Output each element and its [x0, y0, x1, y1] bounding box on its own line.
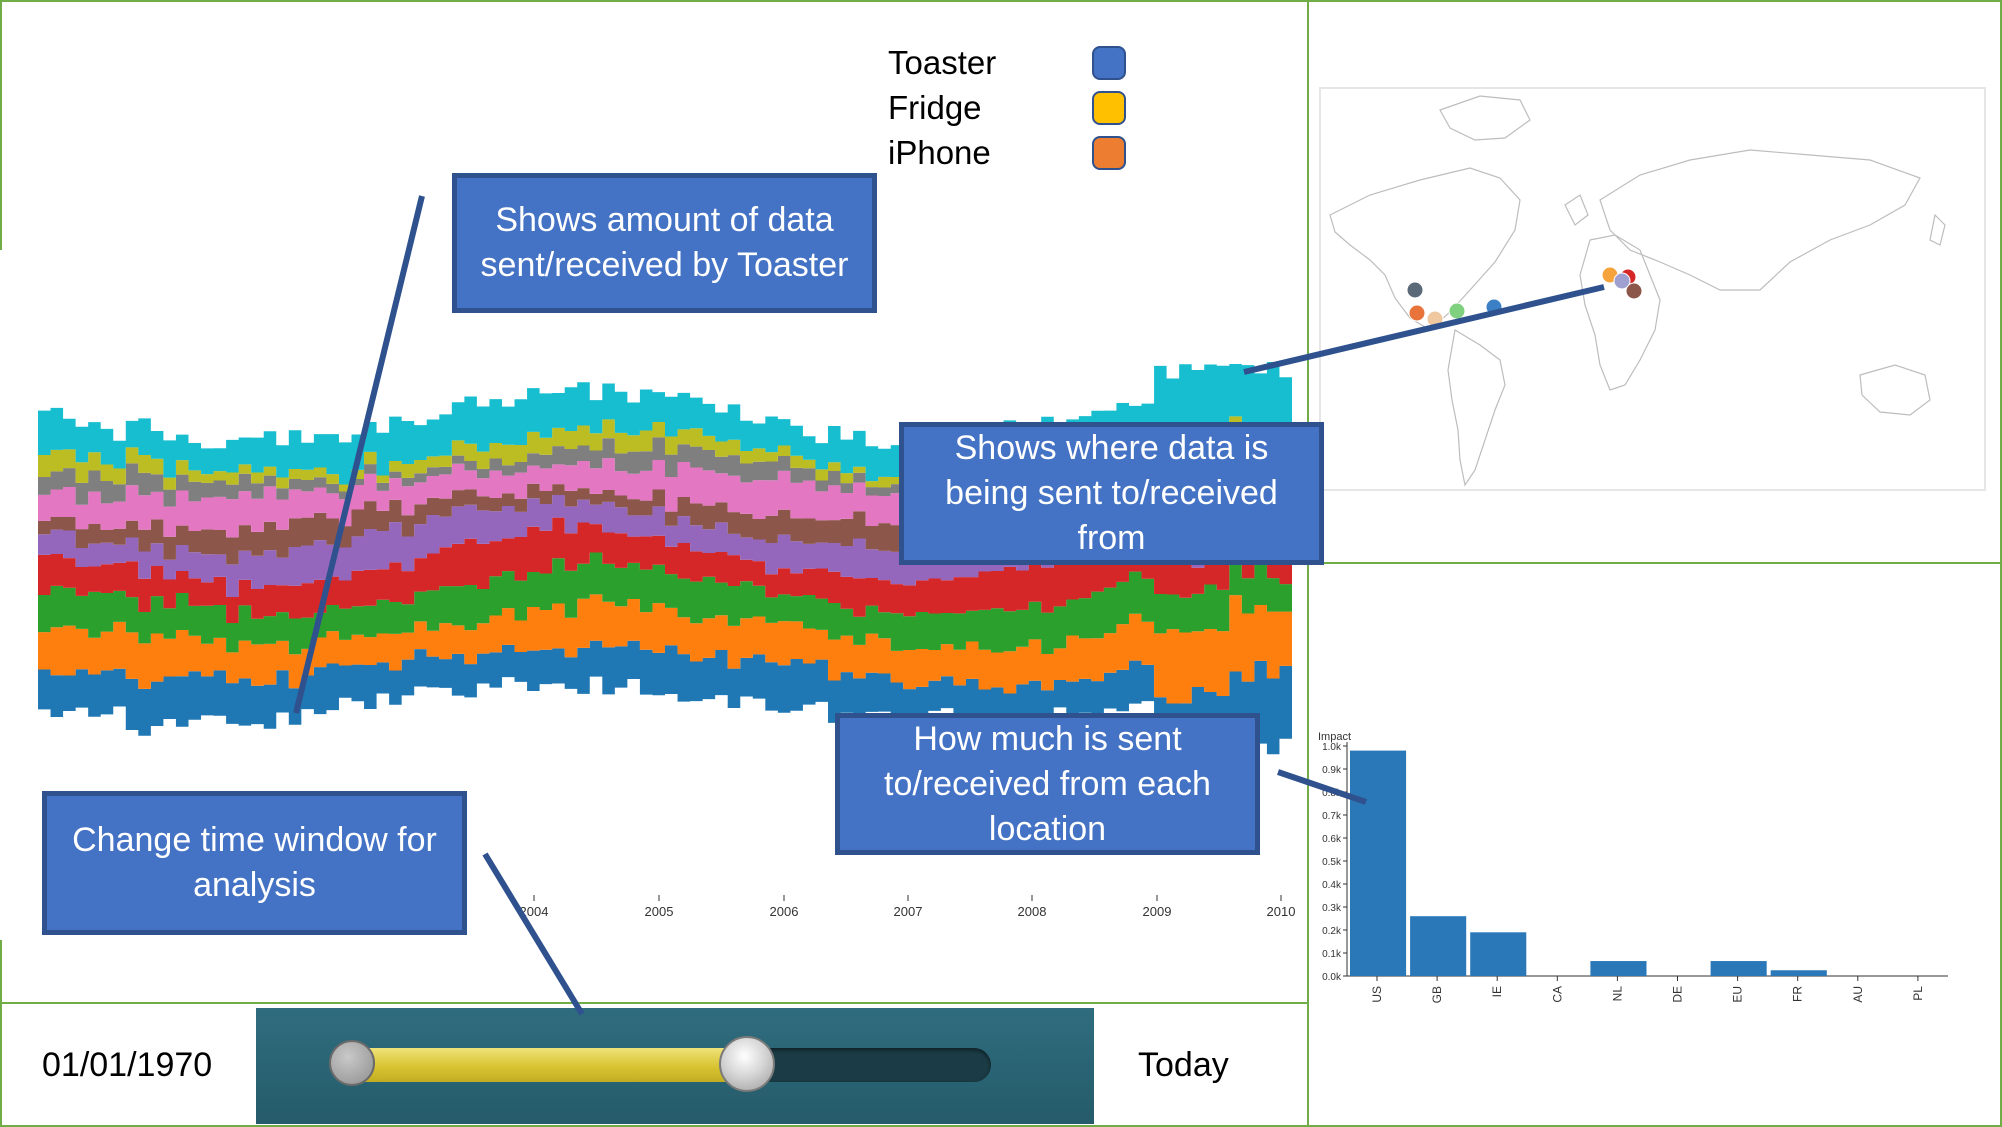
connector-time: [482, 852, 585, 1016]
connector-bars: [1277, 769, 1367, 805]
bar-nl[interactable]: [1590, 961, 1647, 976]
bar-y-tick-label: 1.0k: [1322, 742, 1342, 753]
bar-y-tick-label: 0.2k: [1322, 926, 1342, 937]
frame-right: [2000, 0, 2002, 1127]
bar-us[interactable]: [1350, 750, 1407, 976]
legend-label-iphone: iPhone: [888, 134, 991, 171]
legend-swatch-toaster[interactable]: [1092, 46, 1126, 80]
stream-x-tick-label: 2010: [1267, 904, 1296, 919]
bar-y-label: Impact: [1318, 731, 1351, 743]
map-location-dot[interactable]: [1406, 281, 1424, 299]
bar-x-tick-label: US: [1370, 986, 1384, 1003]
bar-x-tick-label: EU: [1731, 986, 1745, 1003]
time-range-slider[interactable]: [256, 1008, 1094, 1124]
bar-y-tick-label: 0.9k: [1322, 765, 1342, 776]
stream-x-tick-label: 2007: [894, 904, 923, 919]
bar-fr[interactable]: [1770, 970, 1827, 976]
bar-y-tick-label: 0.4k: [1322, 880, 1342, 891]
bar-x-tick-label: CA: [1550, 986, 1564, 1003]
map-landmass: [1329, 95, 1946, 487]
map-frame: [1319, 87, 1986, 491]
slider-end-handle[interactable]: [718, 1036, 775, 1092]
stream-layer-4: [38, 495, 1292, 598]
connector-stream: [293, 195, 425, 714]
frame-bottom: [0, 1125, 2002, 1127]
bar-x-tick-label: AU: [1851, 986, 1865, 1003]
bar-x-tick-label: PL: [1911, 986, 1925, 1001]
connector-map: [1243, 284, 1605, 375]
map-location-dot[interactable]: [1613, 272, 1631, 290]
legend-swatch-fridge[interactable]: [1092, 91, 1126, 125]
bar-y-tick-label: 0.1k: [1322, 949, 1342, 960]
bar-x-tick-label: GB: [1430, 986, 1444, 1003]
start-date-label: 01/01/1970: [42, 1046, 213, 1084]
slider-start-handle[interactable]: [329, 1040, 375, 1086]
bar-x-tick-label: DE: [1671, 986, 1685, 1003]
stream-layer-0: [38, 640, 1292, 775]
bar-x-tick-label: NL: [1610, 986, 1624, 1002]
end-date-label: Today: [1138, 1046, 1229, 1084]
stream-x-tick-label: 2004: [520, 904, 549, 919]
bar-gb[interactable]: [1410, 916, 1467, 976]
frame-top: [0, 0, 2002, 2]
stream-layer-3: [38, 517, 1292, 623]
frame-divider-right-horizontal: [1307, 562, 2002, 564]
callout-time: Change time window for analysis: [42, 791, 467, 935]
stream-x-tick-label: 2008: [1018, 904, 1047, 919]
bar-y-tick-label: 0.6k: [1322, 834, 1342, 845]
slider-fill: [331, 1048, 747, 1082]
map-location-dot[interactable]: [1625, 282, 1643, 300]
bar-x-tick-label: FR: [1791, 986, 1805, 1002]
callout-map: Shows where data is being sent to/receiv…: [899, 422, 1324, 565]
frame-divider-bottom-horizontal: [0, 1002, 1309, 1004]
stream-layer-1: [38, 594, 1292, 704]
bar-y-tick-label: 0.7k: [1322, 811, 1342, 822]
bar-x-tick-label: IE: [1490, 986, 1504, 997]
legend-swatch-iphone[interactable]: [1092, 136, 1126, 170]
bar-y-tick-label: 0.0k: [1322, 972, 1342, 983]
legend-label-toaster: Toaster: [888, 44, 997, 81]
frame-left-lower: [0, 940, 2, 1127]
bar-y-tick-label: 0.5k: [1322, 857, 1342, 868]
legend-label-fridge: Fridge: [888, 89, 982, 126]
bar-y-tick-label: 0.3k: [1322, 903, 1342, 914]
callout-stream: Shows amount of data sent/received by To…: [452, 173, 877, 313]
bar-ie[interactable]: [1470, 932, 1527, 976]
slider-track[interactable]: [331, 1048, 991, 1082]
stream-x-tick-label: 2009: [1143, 904, 1172, 919]
stream-x-tick-label: 2005: [645, 904, 674, 919]
stream-layer-2: [38, 552, 1292, 655]
stream-x-tick-label: 2006: [770, 904, 799, 919]
callout-bars: How much is sent to/received from each l…: [835, 713, 1260, 855]
map-location-dot[interactable]: [1408, 304, 1426, 322]
bar-eu[interactable]: [1710, 961, 1767, 976]
frame-left-upper: [0, 0, 2, 250]
